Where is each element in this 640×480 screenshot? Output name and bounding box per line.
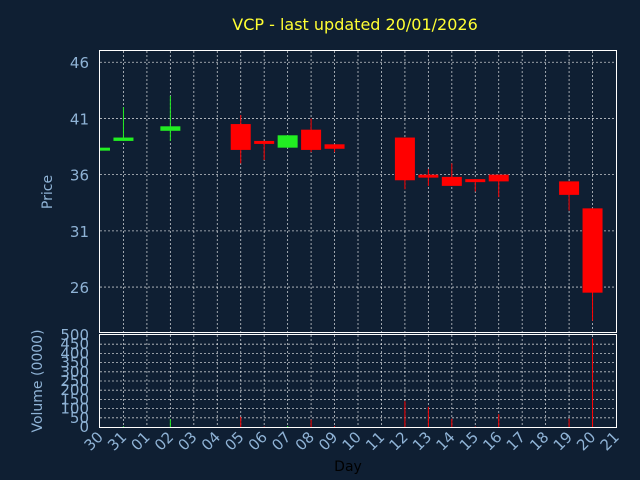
x-tick-label: 21 <box>597 428 623 454</box>
price-panel-frame <box>99 50 617 333</box>
volume-tick-label: 300 <box>60 363 89 381</box>
candle-layer <box>100 95 603 321</box>
candle-body <box>301 129 322 150</box>
x-tick-label: 07 <box>268 428 294 454</box>
candle-body <box>113 137 134 141</box>
volume-tick-label: 150 <box>60 390 89 408</box>
x-tick-label: 13 <box>409 428 435 454</box>
candle-body <box>488 174 509 182</box>
x-tick-label: 06 <box>245 428 271 454</box>
x-tick-label: 10 <box>339 428 365 454</box>
x-tick-label: 14 <box>432 428 458 454</box>
volume-tick-label: 50 <box>70 409 89 427</box>
x-tick-label: 31 <box>104 428 130 454</box>
x-tick-label: 03 <box>174 428 200 454</box>
candle-body <box>254 140 275 144</box>
volume-tick-label: 200 <box>60 381 89 399</box>
candle-body <box>394 137 415 181</box>
candle-body <box>230 124 251 150</box>
x-tick-label: 05 <box>221 428 247 454</box>
volume-layer <box>122 338 594 427</box>
candle-body <box>324 144 345 149</box>
volume-tick-label: 250 <box>60 372 89 390</box>
x-tick-label: 16 <box>479 428 505 454</box>
x-tick-labels: 3031010203040506070809101112131415161718… <box>81 428 623 454</box>
candle-body <box>277 135 298 148</box>
price-tick-label: 36 <box>70 167 89 185</box>
candle-body <box>582 208 603 293</box>
x-tick-label: 01 <box>128 428 154 454</box>
grid-layer <box>100 51 616 427</box>
x-tick-label: 02 <box>151 428 177 454</box>
candle-body <box>160 126 181 131</box>
x-tick-label: 12 <box>386 428 412 454</box>
price-tick-label: 41 <box>70 110 89 128</box>
volume-tick-label: 100 <box>60 400 89 418</box>
candle-body <box>441 176 462 186</box>
candle-body <box>100 147 110 151</box>
x-tick-label: 17 <box>503 428 529 454</box>
x-tick-label: 15 <box>456 428 482 454</box>
volume-tick-label: 400 <box>60 344 89 362</box>
volume-tick-label: 350 <box>60 354 89 372</box>
x-tick-label: 18 <box>526 428 552 454</box>
x-tick-label: 09 <box>315 428 341 454</box>
price-tick-label: 26 <box>70 279 89 297</box>
x-tick-label: 11 <box>362 428 388 454</box>
x-axis-label: Day <box>334 459 362 475</box>
volume-tick-label: 450 <box>60 335 89 353</box>
volume-tick-label: 500 <box>60 326 89 344</box>
chart-title: VCP - last updated 20/01/2026 <box>232 15 478 34</box>
x-tick-label: 08 <box>292 428 318 454</box>
volume-panel-frame <box>99 334 617 428</box>
price-tick-labels: 26 31 36 41 46 <box>70 54 89 297</box>
candle-body <box>418 174 439 178</box>
x-tick-label: 04 <box>198 428 224 454</box>
volume-tick-label: 0 <box>79 418 89 436</box>
x-tick-label: 19 <box>550 428 576 454</box>
price-axis-label: Price <box>40 175 56 209</box>
price-tick-label: 31 <box>70 223 89 241</box>
volume-axis-label: Volume (0000) <box>30 329 46 432</box>
x-tick-label: 20 <box>573 428 599 454</box>
candle-body <box>465 179 486 183</box>
candle-body <box>559 181 580 195</box>
price-tick-label: 46 <box>70 54 89 72</box>
